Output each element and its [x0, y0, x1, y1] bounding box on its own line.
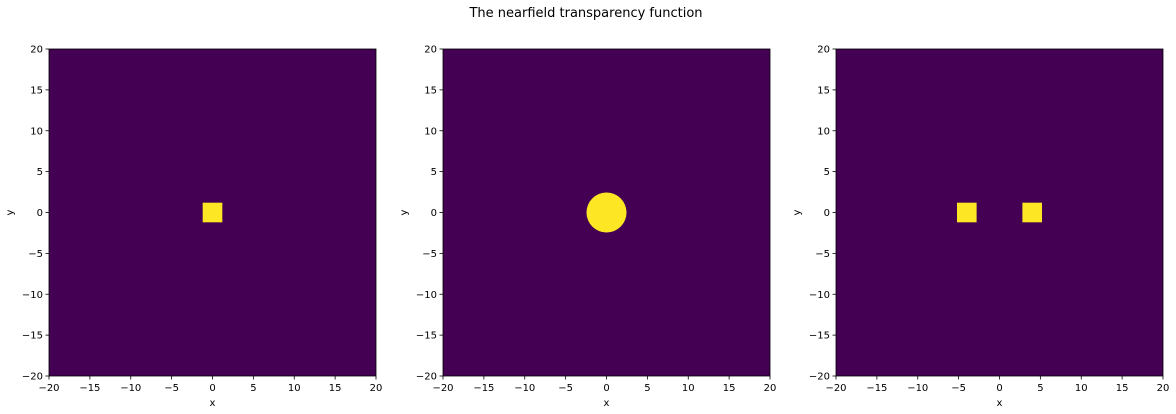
x-tick-label: 15 [329, 383, 342, 394]
x-tick-label: 10 [288, 383, 301, 394]
x-tick-label: 0 [603, 383, 609, 394]
y-tick-label: −5 [815, 249, 830, 260]
x-tick-label: 5 [644, 383, 650, 394]
y-tick-label: −10 [416, 290, 437, 301]
x-axis-label: x [210, 398, 216, 409]
y-tick-label: 10 [817, 126, 830, 137]
aperture-square-1 [956, 202, 977, 223]
y-tick-label: 0 [824, 208, 830, 219]
x-tick-label: 0 [209, 383, 215, 394]
y-tick-label: −20 [809, 372, 830, 383]
x-axis-label: x [997, 398, 1003, 409]
x-tick-label: −15 [473, 383, 494, 394]
y-tick-label: 20 [424, 45, 437, 56]
aperture-square-1 [202, 202, 223, 223]
y-tick-label: 15 [817, 85, 830, 96]
x-tick-label: 15 [1116, 383, 1129, 394]
y-tick-label: 5 [824, 167, 830, 178]
figure-title: The nearfield transparency function [468, 6, 702, 21]
y-tick-label: −20 [416, 372, 437, 383]
x-tick-label: 20 [764, 383, 777, 394]
y-tick-label: 0 [431, 208, 437, 219]
x-tick-label: −10 [120, 383, 141, 394]
x-tick-label: 10 [1075, 383, 1088, 394]
x-tick-label: −5 [951, 383, 966, 394]
heatmap-background [836, 49, 1163, 376]
x-tick-label: 5 [1037, 383, 1043, 394]
x-tick-label: −20 [825, 383, 846, 394]
x-tick-label: −10 [514, 383, 535, 394]
y-axis-label: y [5, 209, 16, 215]
subplot-2: −20 −15 −10 −5 0 5 10 15 20 −20 −15 −10 −5 0 5 10 15 20 x y [399, 45, 776, 410]
y-tick-label: 10 [424, 126, 437, 137]
x-tick-label: 10 [682, 383, 695, 394]
subplots: −20 −15 −10 −5 0 5 10 15 20 −20 −15 −10 −5 0 5 10 15 20 x y… [5, 45, 1169, 410]
y-tick-label: 10 [30, 126, 43, 137]
y-tick-label: 0 [37, 208, 43, 219]
y-tick-label: −5 [28, 249, 43, 260]
x-tick-label: −15 [866, 383, 887, 394]
x-tick-label: −5 [164, 383, 179, 394]
aperture-square-2 [1022, 202, 1043, 223]
x-tick-label: −20 [432, 383, 453, 394]
x-tick-label: 15 [723, 383, 736, 394]
x-tick-label: −15 [79, 383, 100, 394]
y-tick-label: 5 [431, 167, 437, 178]
y-axis-label: y [399, 209, 410, 215]
subplot-3: −20 −15 −10 −5 0 5 10 15 20 −20 −15 −10 −5 0 5 10 15 20 x y [792, 45, 1169, 410]
y-tick-label: −15 [416, 331, 437, 342]
y-tick-label: −20 [22, 372, 43, 383]
y-tick-label: −15 [809, 331, 830, 342]
y-tick-label: 15 [30, 85, 43, 96]
x-tick-label: 20 [1157, 383, 1170, 394]
aperture-circle-1 [586, 192, 627, 233]
y-tick-label: 20 [30, 45, 43, 56]
x-tick-label: −10 [907, 383, 928, 394]
y-tick-label: −10 [809, 290, 830, 301]
x-tick-label: 0 [996, 383, 1002, 394]
x-axis-label: x [604, 398, 610, 409]
y-tick-label: 20 [817, 45, 830, 56]
y-tick-label: −10 [22, 290, 43, 301]
x-tick-label: 5 [250, 383, 256, 394]
x-tick-label: 20 [370, 383, 383, 394]
y-tick-label: 5 [37, 167, 43, 178]
y-tick-label: −5 [422, 249, 437, 260]
y-axis-label: y [792, 209, 803, 215]
y-tick-label: 15 [424, 85, 437, 96]
subplot-1: −20 −15 −10 −5 0 5 10 15 20 −20 −15 −10 −5 0 5 10 15 20 x y [5, 45, 382, 410]
y-tick-label: −15 [22, 331, 43, 342]
x-tick-label: −20 [38, 383, 59, 394]
x-tick-label: −5 [558, 383, 573, 394]
